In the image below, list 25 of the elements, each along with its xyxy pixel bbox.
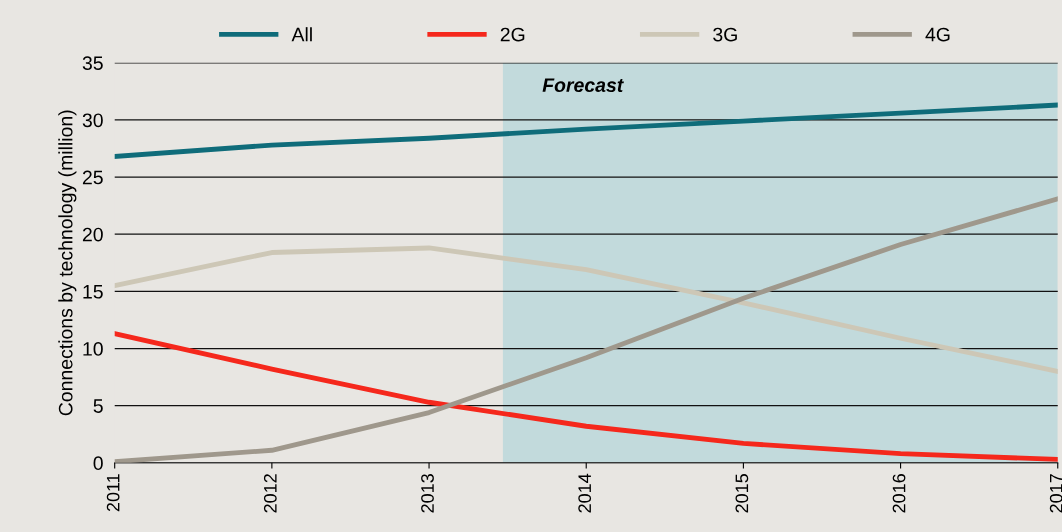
- y-tick-label: 25: [82, 170, 103, 185]
- y-tick-label: 35: [82, 56, 103, 71]
- line-series: [114, 196, 1058, 463]
- legend-label: 3G: [713, 27, 737, 42]
- x-tick-label: 2011: [106, 474, 120, 512]
- legend-label: 4G: [925, 27, 950, 42]
- y-tick-label: 30: [82, 113, 103, 128]
- y-tick-label: 0: [93, 456, 103, 471]
- x-tick-label: 2015: [735, 474, 749, 513]
- x-tick-label: 2013: [421, 474, 434, 513]
- band-label: Forecast: [542, 78, 624, 92]
- y-tick-label: 20: [82, 227, 103, 242]
- y-tick-label: 10: [83, 342, 103, 356]
- y-tick-label: 5: [93, 399, 103, 413]
- line-series: [114, 245, 1058, 374]
- line-series: [114, 331, 1058, 462]
- x-tick-label: 2016: [892, 474, 906, 513]
- x-tick-label: 2012: [263, 474, 277, 513]
- legend-label: 2G: [500, 27, 525, 42]
- x-tick-label: 2017: [1049, 474, 1062, 513]
- line-series: [114, 102, 1058, 159]
- y-axis-title: Connections by technology (million): [58, 110, 77, 416]
- legend-label: All: [291, 27, 312, 42]
- y-tick-label: 15: [83, 285, 103, 299]
- x-tick-label: 2014: [578, 473, 592, 513]
